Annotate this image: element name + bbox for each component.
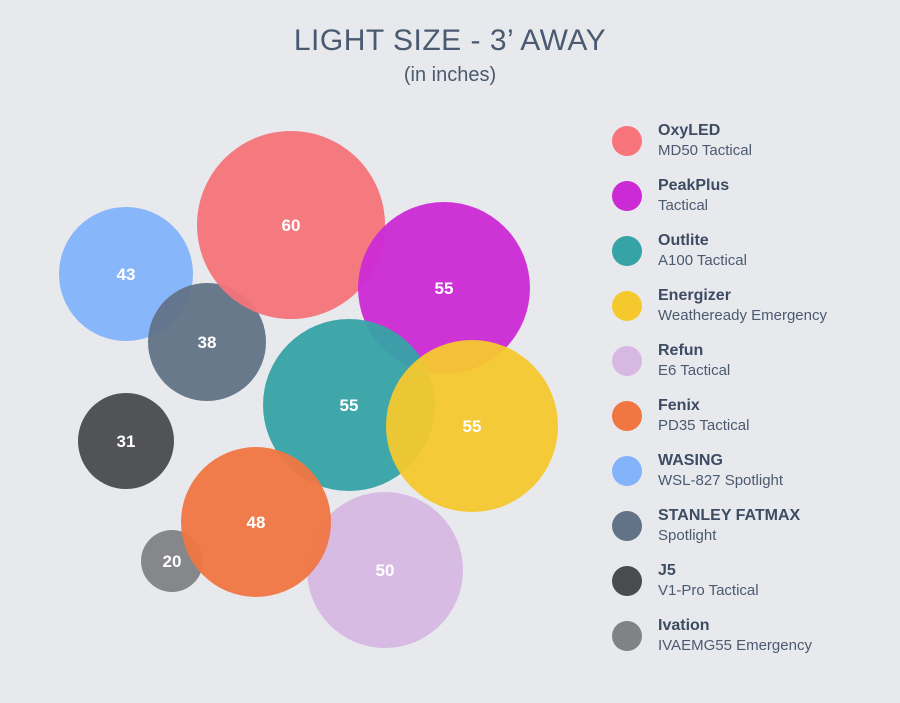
bubble-value-label: 38 xyxy=(198,333,217,352)
legend-model: E6 Tactical xyxy=(658,362,731,379)
bubble-value-label: 55 xyxy=(340,396,359,415)
legend-model: MD50 Tactical xyxy=(658,142,752,159)
legend-swatch xyxy=(612,511,642,541)
bubble-j5: 31 xyxy=(78,393,174,489)
legend-brand: Energizer xyxy=(658,287,731,304)
bubble-energizer: 55 xyxy=(386,340,558,512)
legend-item: WASING WSL-827 Spotlight xyxy=(612,452,882,507)
legend-swatch xyxy=(612,126,642,156)
bubble-value-label: 31 xyxy=(117,432,136,451)
legend-brand: Refun xyxy=(658,342,704,359)
legend-brand: Outlite xyxy=(658,232,709,249)
bubble-peakplus: 55 xyxy=(358,202,530,374)
bubble-value-label: 43 xyxy=(117,265,136,284)
bubble-value-label: 20 xyxy=(163,552,182,571)
bubble-circle xyxy=(307,492,463,648)
legend-model: V1-Pro Tactical xyxy=(658,582,759,599)
legend-swatch xyxy=(612,346,642,376)
legend-model: Weatheready Emergency xyxy=(658,307,827,324)
bubble-oxyled: 60 xyxy=(197,131,385,319)
legend-item: Outlite A100 Tactical xyxy=(612,232,882,287)
legend-item: Energizer Weatheready Emergency xyxy=(612,287,882,342)
legend-model: WSL-827 Spotlight xyxy=(658,472,784,489)
legend-item: OxyLED MD50 Tactical xyxy=(612,122,882,177)
legend-swatch xyxy=(612,291,642,321)
legend-brand: PeakPlus xyxy=(658,177,730,194)
bubble-value-label: 55 xyxy=(463,417,482,436)
bubble-fenix: 48 xyxy=(181,447,331,597)
legend-brand: OxyLED xyxy=(658,122,721,139)
bubble-circle xyxy=(358,202,530,374)
legend-swatch xyxy=(612,566,642,596)
bubble-circle xyxy=(78,393,174,489)
legend-model: PD35 Tactical xyxy=(658,417,750,434)
legend-brand: STANLEY FATMAX xyxy=(658,507,801,524)
legend-swatch xyxy=(612,401,642,431)
legend-model: Spotlight xyxy=(658,527,717,544)
bubble-value-label: 50 xyxy=(376,561,395,580)
bubble-refun: 50 xyxy=(307,492,463,648)
bubble-value-label: 60 xyxy=(282,216,301,235)
legend-item: J5 V1-Pro Tactical xyxy=(612,562,882,617)
legend-swatch xyxy=(612,456,642,486)
legend-item: Fenix PD35 Tactical xyxy=(612,397,882,452)
bubble-value-label: 55 xyxy=(435,279,454,298)
legend-model: A100 Tactical xyxy=(658,252,747,269)
legend-model: Tactical xyxy=(658,197,709,214)
legend-item: Ivation IVAEMG55 Emergency xyxy=(612,617,882,672)
legend-swatch xyxy=(612,236,642,266)
legend-item: STANLEY FATMAX Spotlight xyxy=(612,507,882,562)
bubble-value-label: 48 xyxy=(247,513,266,532)
legend-model: IVAEMG55 Emergency xyxy=(658,637,812,654)
legend-item: PeakPlus Tactical xyxy=(612,177,882,232)
legend-brand: Ivation xyxy=(658,617,710,634)
legend: OxyLED MD50 Tactical PeakPlus Tactical Outli… xyxy=(612,122,882,672)
legend-item: Refun E6 Tactical xyxy=(612,342,882,397)
bubble-circle xyxy=(181,447,331,597)
legend-brand: WASING xyxy=(658,452,723,469)
bubble-stanley-fatmax: 38 xyxy=(148,283,266,401)
legend-brand: J5 xyxy=(658,562,676,579)
bubble-circle xyxy=(148,283,266,401)
legend-brand: Fenix xyxy=(658,397,700,414)
legend-swatch xyxy=(612,181,642,211)
chart-subtitle: (in inches) xyxy=(403,64,497,86)
bubble-circle xyxy=(197,131,385,319)
chart-title: LIGHT SIZE - 3’ AWAY xyxy=(293,24,607,57)
bubble-circle xyxy=(386,340,558,512)
legend-swatch xyxy=(612,621,642,651)
